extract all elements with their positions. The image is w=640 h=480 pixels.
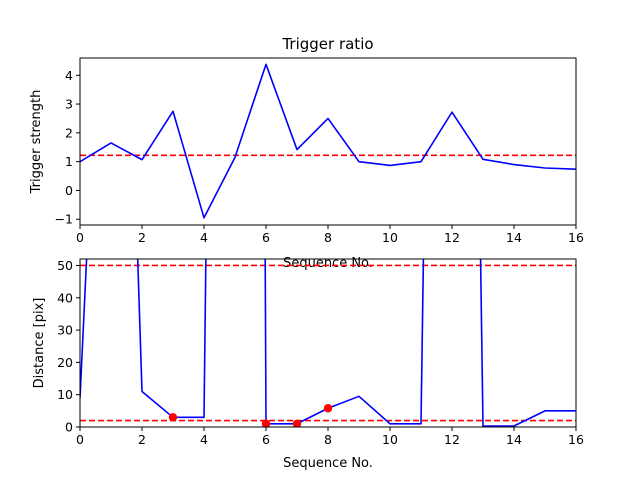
x-tick-label: 0 (76, 230, 84, 245)
y-tick-label: 0 (65, 183, 73, 198)
x-tick-label: 8 (324, 432, 332, 447)
x-tick-label: 10 (382, 432, 398, 447)
x-tick-label: 16 (568, 432, 584, 447)
axis-ticks: 0 2 4 6 8 10 12 14 16 0 10 20 30 40 50 (57, 258, 584, 447)
data-point (168, 413, 178, 422)
chart-title: Trigger ratio (281, 35, 373, 53)
clipped-marks (80, 259, 576, 427)
x-tick-label: 0 (76, 432, 84, 447)
y-tick-label: 50 (57, 258, 73, 273)
y-tick-label: 20 (57, 355, 73, 370)
series-line-0 (80, 63, 576, 219)
x-tick-label: 4 (200, 230, 208, 245)
y-tick-label: 4 (65, 68, 73, 83)
y-tick-label: 0 (65, 420, 73, 435)
y-axis-label: Trigger strength (29, 90, 44, 195)
y-tick-label: 1 (65, 154, 73, 169)
data-point (261, 419, 271, 427)
trigger-ratio-chart: Trigger ratio Trigger strength Sequence … (29, 35, 584, 271)
x-tick-label: 6 (262, 432, 270, 447)
y-tick-label: −1 (55, 212, 73, 227)
x-tick-label: 10 (382, 230, 398, 245)
y-axis-label: Distance [pix] (32, 298, 47, 389)
axes-frame (79, 57, 577, 226)
y-tick-label: 30 (57, 323, 73, 338)
x-axis-label: Sequence No. (283, 456, 373, 471)
clipped-marks (80, 63, 576, 219)
x-tick-label: 12 (444, 230, 460, 245)
distance-chart: Distance [pix] Sequence No. 0 2 4 6 8 10 12 14 1… (32, 258, 584, 471)
x-tick-label: 4 (200, 432, 208, 447)
series-line-0 (80, 259, 576, 427)
x-tick-label: 2 (138, 432, 146, 447)
data-point (323, 404, 333, 413)
x-tick-label: 14 (506, 432, 522, 447)
plot-area (80, 259, 576, 427)
x-tick-label: 14 (506, 230, 522, 245)
x-tick-label: 2 (138, 230, 146, 245)
y-tick-label: 10 (57, 387, 73, 402)
data-point (292, 419, 302, 427)
axes-frame (79, 258, 577, 428)
y-tick-label: 3 (65, 97, 73, 112)
x-axis-label: Sequence No. (283, 256, 373, 271)
x-tick-label: 16 (568, 230, 584, 245)
plot-area (80, 63, 576, 219)
x-tick-label: 6 (262, 230, 270, 245)
y-tick-label: 2 (65, 125, 73, 140)
x-tick-label: 8 (324, 230, 332, 245)
y-tick-label: 40 (57, 290, 73, 305)
x-tick-label: 12 (444, 432, 460, 447)
